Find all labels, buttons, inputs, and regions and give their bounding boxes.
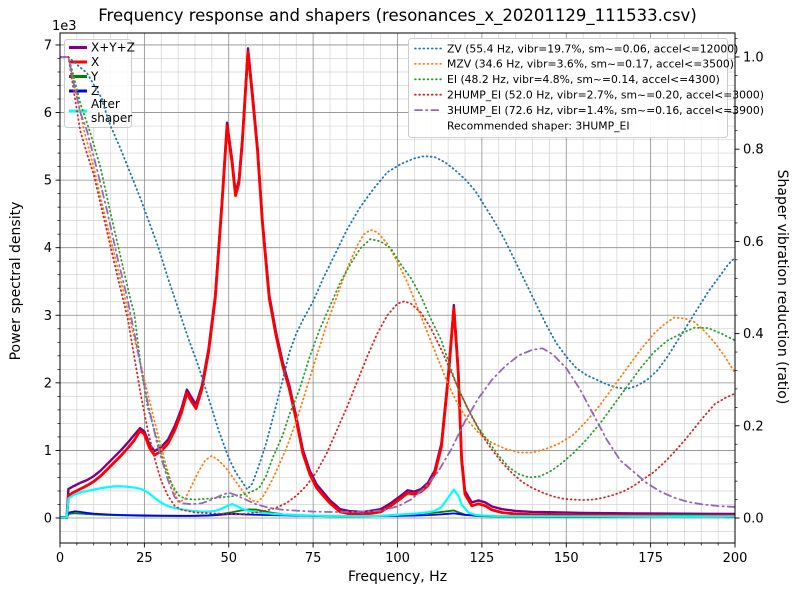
chart-title: Frequency response and shapers (resonanc… [98,6,697,25]
y-axis-label-right: Shaper vibration reduction (ratio) [774,169,790,405]
shaper-curves [60,56,735,516]
series-ZV [60,56,735,491]
legend-recommended-shaper: Recommended shaper: 3HUMP_EI [447,119,630,132]
y-right-tick-label: 1.0 [743,50,764,65]
legend-entry-label: X+Y+Z [91,41,135,55]
y-left-tick-label: 0 [44,511,52,526]
y-left-tick-label: 3 [44,309,52,324]
y-right-tick-label: 0.6 [743,235,764,250]
y-right-tick-label: 0.2 [743,419,764,434]
x-tick-label: 0 [56,551,64,566]
x-axis-label: Frequency, Hz [347,569,448,585]
y-right-tick-label: 0.0 [743,512,764,527]
y-left-tick-label: 5 [44,174,52,189]
y-right-tick-label: 0.4 [743,327,764,342]
y-left-tick-label: 6 [44,106,52,121]
y-left-tick-label: 7 [44,38,52,53]
legend-entry-label: 2HUMP_EI (52.0 Hz, vibr=2.7%, sm~=0.20, … [447,89,764,102]
series-X [60,50,735,520]
legend-entry-label: EI (48.2 Hz, vibr=4.8%, sm~=0.14, accel<… [447,73,720,86]
y-axis-offset-label: 1e3 [52,19,77,34]
y-right-tick-label: 0.8 [743,143,764,158]
y-left-tick-label: 1 [44,444,52,459]
x-tick-label: 25 [136,551,153,566]
legend-entry-label: MZV (34.6 Hz, vibr=3.6%, sm~=0.17, accel… [447,58,734,71]
x-tick-label: 175 [638,551,663,566]
y-axis-label-left: Power spectral density [8,201,24,361]
series-3HUMP_EI [60,56,735,513]
x-tick-label: 150 [554,551,579,566]
legend-entry-label: After [91,97,120,111]
axis-ticks [55,38,740,548]
legend-entry-label: Y [90,70,99,84]
x-tick-label: 200 [723,551,748,566]
legend-entry-label: X [91,55,99,69]
x-tick-label: 100 [385,551,410,566]
legend-shapers-box [408,38,728,138]
legend-shapers: ZV (55.4 Hz, vibr=19.7%, sm~=0.06, accel… [408,38,764,138]
grid-minor [60,33,735,543]
x-tick-label: 50 [220,551,237,566]
y-left-tick-label: 2 [44,376,52,391]
legend-entry-label: 3HUMP_EI (72.6 Hz, vibr=1.4%, sm~=0.16, … [447,104,764,117]
series-2HUMP_EI [60,56,735,516]
y-left-tick-label: 4 [44,241,52,256]
legend-entry-label: ZV (55.4 Hz, vibr=19.7%, sm~=0.06, accel… [447,42,738,55]
tick-labels: 0 25 50 75 100 125 150 175 200 0 1 2 3 4 5 6 7 0.0 0.2 0.4 0… [44,38,764,566]
legend-entry-label: shaper [91,111,132,125]
legend-entry-label: Z [91,84,99,98]
x-tick-label: 75 [305,551,322,566]
x-tick-label: 125 [469,551,494,566]
